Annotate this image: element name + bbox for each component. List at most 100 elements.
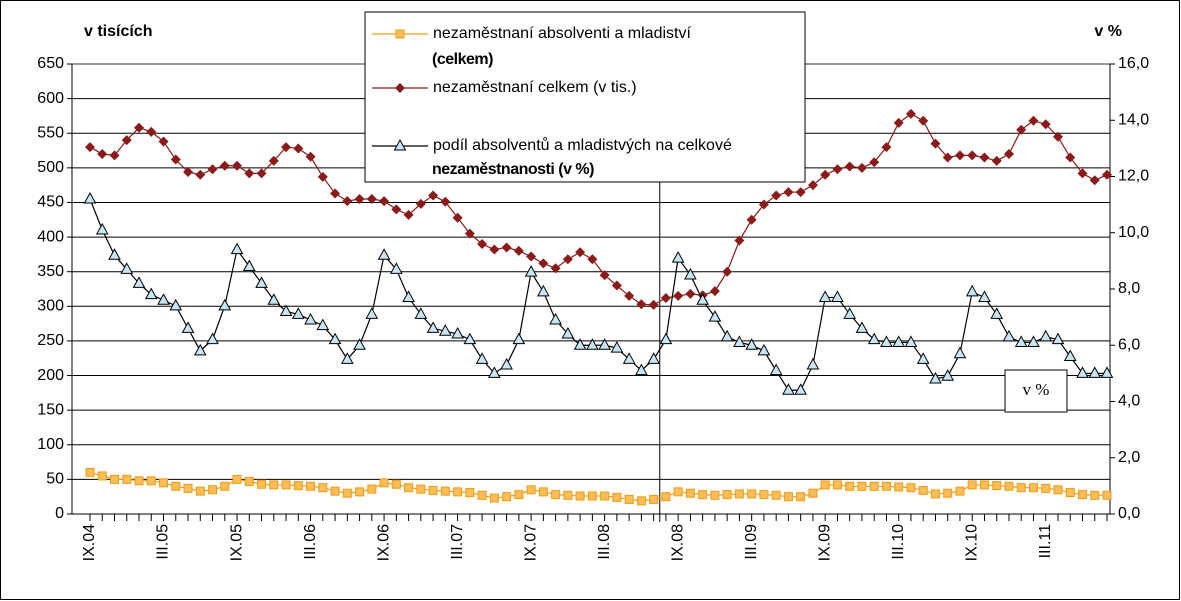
y-tick-label: 150 bbox=[37, 401, 64, 418]
triangle-marker bbox=[206, 332, 219, 345]
square-marker bbox=[1053, 485, 1063, 495]
triangle-marker bbox=[990, 307, 1004, 319]
square-marker bbox=[514, 490, 524, 500]
square-marker bbox=[734, 489, 744, 499]
square-marker bbox=[820, 480, 830, 490]
triangle-marker bbox=[1063, 349, 1077, 361]
square-marker bbox=[85, 467, 95, 477]
triangle-marker bbox=[426, 321, 440, 333]
diamond-marker bbox=[575, 247, 586, 258]
diamond-marker bbox=[146, 126, 157, 137]
square-marker bbox=[857, 481, 867, 491]
x-tick-label: IX.08 bbox=[669, 524, 686, 561]
square-marker bbox=[146, 476, 156, 486]
triangle-marker bbox=[757, 343, 771, 356]
square-marker bbox=[894, 482, 904, 492]
triangle-marker bbox=[279, 304, 293, 316]
diamond-marker bbox=[673, 290, 684, 301]
y-tick-label: 200 bbox=[37, 367, 64, 384]
triangle-marker bbox=[953, 346, 967, 359]
triangle-marker bbox=[708, 310, 722, 322]
square-marker bbox=[342, 488, 352, 498]
x-tick-label: III.11 bbox=[1037, 524, 1054, 558]
square-marker bbox=[293, 481, 303, 491]
square-marker bbox=[943, 488, 953, 498]
diamond-marker bbox=[562, 254, 573, 265]
triangle-marker bbox=[95, 222, 109, 235]
square-marker bbox=[208, 485, 218, 495]
diamond-marker bbox=[1065, 152, 1076, 163]
triangle-marker bbox=[120, 262, 134, 274]
triangle-marker bbox=[438, 324, 452, 336]
square-marker bbox=[783, 492, 793, 502]
legend-label: nezaměstnaní absolventi a mladiství bbox=[433, 25, 691, 42]
y-tick-label: 550 bbox=[37, 124, 64, 141]
square-marker bbox=[526, 485, 536, 495]
diamond-marker bbox=[758, 199, 769, 210]
diamond-marker bbox=[1003, 149, 1014, 159]
diamond-marker bbox=[783, 187, 794, 198]
diamond-marker bbox=[109, 150, 120, 161]
triangle-marker bbox=[892, 335, 906, 347]
y2-tick-label: 0,0 bbox=[1118, 505, 1140, 522]
triangle-marker bbox=[610, 341, 624, 353]
y2-tick-label: 4,0 bbox=[1118, 393, 1140, 410]
legend-label: (celkem) bbox=[432, 51, 493, 68]
x-tick-label: IX.09 bbox=[816, 524, 833, 561]
square-marker bbox=[722, 490, 732, 500]
diamond-marker bbox=[464, 228, 475, 239]
square-marker bbox=[1090, 490, 1100, 500]
x-tick-label: IX.07 bbox=[522, 524, 539, 561]
triangle-marker bbox=[1076, 366, 1089, 378]
triangle-marker bbox=[524, 265, 538, 277]
diamond-marker bbox=[905, 108, 916, 119]
square-marker bbox=[440, 486, 450, 496]
y-tick-label: 350 bbox=[37, 263, 64, 280]
triangle-marker bbox=[255, 276, 268, 288]
triangle-marker bbox=[1014, 335, 1028, 347]
y2-tick-label: 16,0 bbox=[1118, 55, 1149, 72]
diamond-marker bbox=[317, 171, 328, 182]
square-marker bbox=[355, 487, 365, 497]
triangle-marker bbox=[157, 293, 170, 305]
triangle-marker bbox=[831, 290, 844, 302]
diamond-marker bbox=[501, 242, 512, 253]
square-marker bbox=[391, 479, 401, 489]
square-marker bbox=[465, 488, 475, 498]
y2-tick-label: 10,0 bbox=[1118, 224, 1149, 241]
y2-tick-label: 8,0 bbox=[1118, 280, 1140, 297]
square-marker bbox=[416, 484, 426, 494]
triangle-marker bbox=[806, 357, 820, 370]
unit-box bbox=[1004, 369, 1068, 413]
square-marker bbox=[930, 489, 940, 499]
diamond-marker bbox=[452, 212, 463, 223]
legend-label: podíl absolventů a mladistvých na celkov… bbox=[433, 136, 732, 154]
diamond-marker bbox=[403, 209, 414, 220]
diamond-marker bbox=[685, 288, 696, 299]
triangle-marker bbox=[561, 326, 575, 339]
diamond-marker bbox=[379, 196, 390, 207]
triangle-marker bbox=[393, 138, 407, 151]
diamond-marker bbox=[366, 194, 377, 204]
square-marker bbox=[955, 486, 965, 496]
diamond-marker bbox=[526, 251, 537, 262]
diamond-marker bbox=[795, 187, 806, 198]
square-marker bbox=[587, 491, 597, 501]
diamond-marker bbox=[293, 143, 304, 154]
triangle-marker bbox=[1100, 366, 1114, 378]
diamond-marker bbox=[232, 160, 243, 171]
square-marker bbox=[367, 484, 377, 494]
triangle-marker bbox=[181, 321, 195, 333]
square-marker bbox=[183, 483, 193, 493]
triangle-marker bbox=[586, 338, 599, 350]
diamond-marker bbox=[1077, 168, 1088, 179]
triangle-marker bbox=[1051, 332, 1065, 345]
diamond-marker bbox=[820, 169, 831, 180]
square-marker bbox=[330, 486, 340, 496]
triangle-marker bbox=[451, 326, 464, 339]
square-marker bbox=[281, 480, 291, 490]
square-marker bbox=[1065, 488, 1075, 498]
y2-tick-label: 6,0 bbox=[1118, 336, 1140, 353]
square-marker bbox=[97, 471, 107, 481]
square-marker bbox=[661, 492, 671, 502]
